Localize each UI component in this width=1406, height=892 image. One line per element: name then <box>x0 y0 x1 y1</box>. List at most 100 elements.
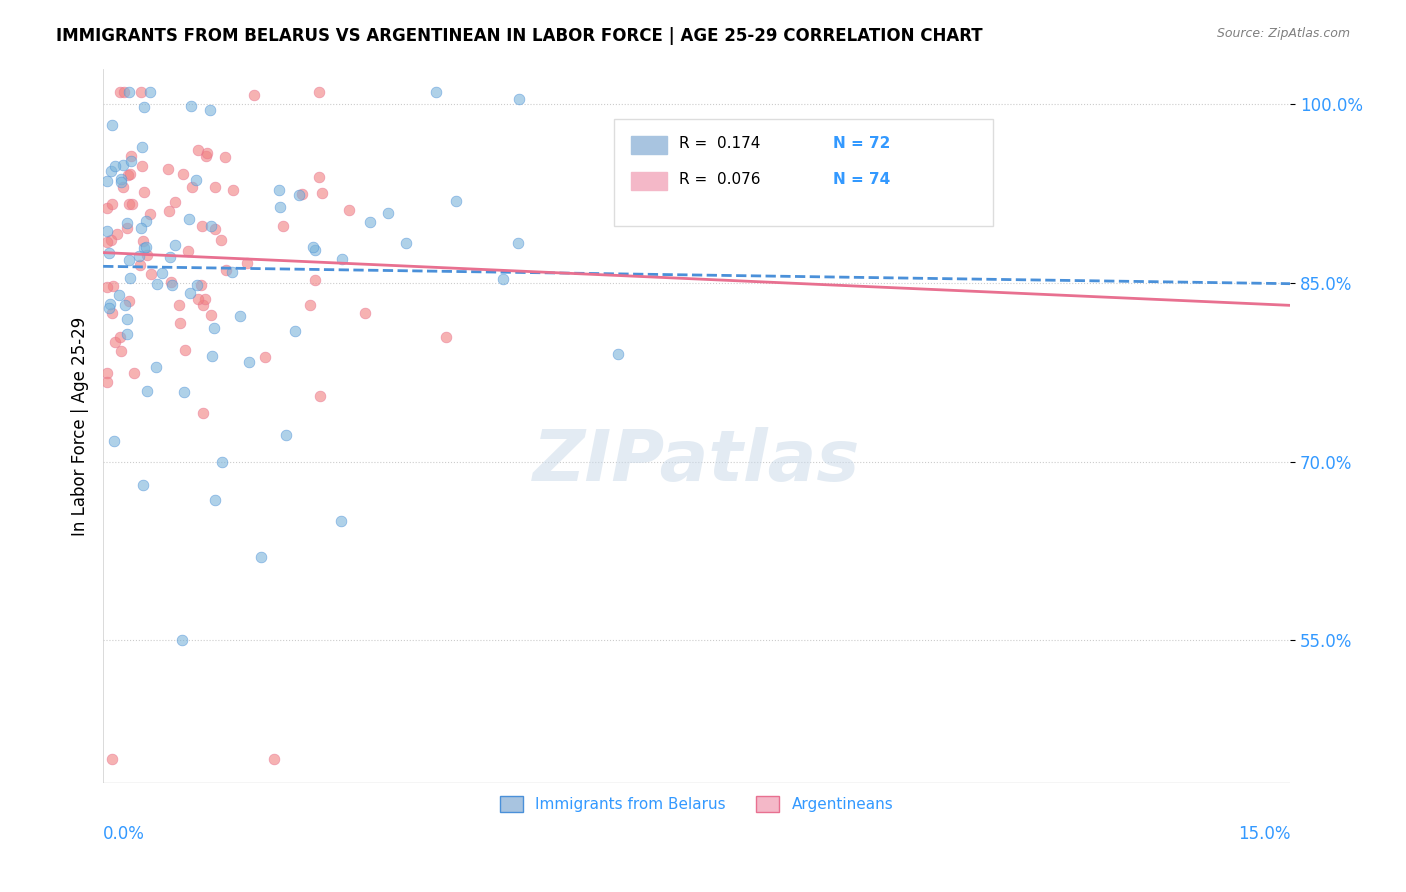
Point <box>132 100 155 114</box>
Point <box>118 167 141 181</box>
Point <box>111 180 134 194</box>
Point <box>159 204 181 219</box>
Point <box>139 86 162 100</box>
Legend: Immigrants from Belarus, Argentineans: Immigrants from Belarus, Argentineans <box>494 790 900 819</box>
Point <box>304 243 326 257</box>
Point <box>146 277 169 291</box>
Point <box>492 272 515 286</box>
Point <box>193 298 215 312</box>
Point <box>131 160 153 174</box>
Point <box>308 170 330 185</box>
Point <box>160 276 183 290</box>
Point <box>117 168 139 182</box>
Point <box>132 234 155 248</box>
Point <box>194 149 217 163</box>
Point <box>214 151 236 165</box>
Point <box>145 359 167 374</box>
Point <box>198 103 221 118</box>
Point <box>135 248 157 262</box>
Point <box>159 251 181 265</box>
Point <box>377 206 399 220</box>
Point <box>284 324 307 338</box>
Point <box>150 266 173 280</box>
Text: ZIPatlas: ZIPatlas <box>533 427 860 496</box>
Point <box>221 265 243 279</box>
Point <box>359 215 381 229</box>
Point <box>508 92 530 106</box>
Point <box>121 154 143 169</box>
Point <box>101 197 124 211</box>
Point <box>211 455 233 469</box>
Point <box>118 86 141 100</box>
Point <box>124 366 146 380</box>
Point <box>606 347 628 361</box>
Text: 0.0%: 0.0% <box>103 825 145 843</box>
Point <box>222 183 245 197</box>
Point <box>101 752 124 766</box>
Point <box>169 316 191 330</box>
Point <box>304 273 326 287</box>
Point <box>96 375 118 389</box>
Point <box>129 220 152 235</box>
Point <box>100 233 122 247</box>
Point <box>309 389 332 403</box>
Point <box>131 140 153 154</box>
Point <box>200 308 222 322</box>
Point <box>186 277 208 292</box>
Point <box>105 227 128 241</box>
Bar <box>631 172 666 190</box>
Point <box>101 118 124 132</box>
Text: N = 72: N = 72 <box>834 136 890 151</box>
Point <box>121 197 143 211</box>
Point <box>104 159 127 173</box>
Point <box>172 167 194 181</box>
Point <box>263 752 285 766</box>
Text: IMMIGRANTS FROM BELARUS VS ARGENTINEAN IN LABOR FORCE | AGE 25-29 CORRELATION CH: IMMIGRANTS FROM BELARUS VS ARGENTINEAN I… <box>56 27 983 45</box>
Point <box>274 427 297 442</box>
Point <box>238 355 260 369</box>
Point <box>112 86 135 100</box>
Point <box>96 201 118 215</box>
Point <box>100 164 122 178</box>
Point <box>103 279 125 293</box>
Point <box>129 86 152 100</box>
Point <box>209 233 232 247</box>
Point <box>177 211 200 226</box>
Point <box>108 86 131 100</box>
Point <box>138 207 160 221</box>
Point <box>96 174 118 188</box>
Point <box>177 244 200 258</box>
Point <box>204 180 226 194</box>
Point <box>128 258 150 272</box>
Point <box>253 350 276 364</box>
Point <box>229 309 252 323</box>
Point <box>117 326 139 341</box>
Point <box>444 194 467 209</box>
Point <box>96 224 118 238</box>
Text: 15.0%: 15.0% <box>1237 825 1291 843</box>
Point <box>131 478 153 492</box>
Point <box>506 236 529 251</box>
Point <box>308 86 330 100</box>
Point <box>288 188 311 202</box>
Point <box>330 252 353 266</box>
Point <box>139 267 162 281</box>
Point <box>128 249 150 263</box>
Point <box>96 280 118 294</box>
Point <box>184 173 207 187</box>
Point <box>291 187 314 202</box>
Point <box>236 255 259 269</box>
Point <box>118 271 141 285</box>
Point <box>187 143 209 157</box>
Point <box>395 236 418 251</box>
Point <box>194 293 217 307</box>
Point <box>191 406 214 420</box>
Point <box>267 183 290 197</box>
Point <box>271 219 294 234</box>
Text: R =  0.174: R = 0.174 <box>679 136 761 151</box>
Point <box>97 301 120 315</box>
Point <box>117 221 139 235</box>
Point <box>135 214 157 228</box>
Point <box>269 200 291 214</box>
Point <box>103 434 125 449</box>
